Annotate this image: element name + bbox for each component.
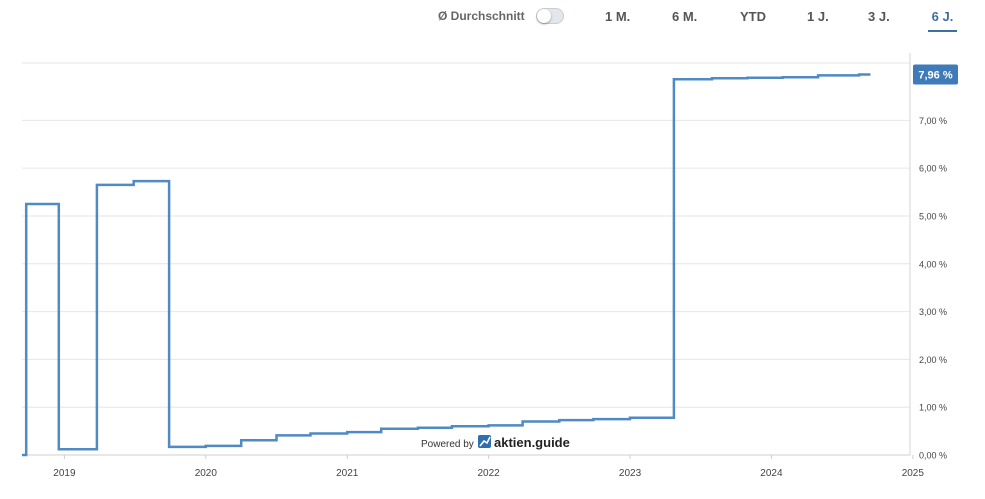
series-layer: [22, 73, 871, 457]
watermark-background: [414, 432, 572, 452]
x-tick-label: 2023: [619, 468, 642, 479]
aktien-guide-logo-icon: [478, 435, 491, 448]
y-tick-label: 7,00 %: [919, 116, 947, 126]
x-tick-label: 2022: [477, 468, 500, 479]
range-tab-1y[interactable]: 1 J.: [807, 9, 829, 24]
x-axis: 2019 2020 2021 2022 2023 2024 2025: [53, 455, 924, 479]
range-tab-1m[interactable]: 1 M.: [605, 9, 631, 24]
x-tick-label: 2021: [336, 468, 359, 479]
badge-value: 7,96 %: [918, 69, 952, 81]
y-tick-label: 2,00 %: [919, 355, 947, 365]
toggle-knob: [537, 9, 551, 23]
y-tick-label: 5,00 %: [919, 211, 947, 221]
y-tick-label: 1,00 %: [919, 403, 947, 413]
series-line: [22, 73, 871, 457]
range-tab-3y[interactable]: 3 J.: [868, 9, 890, 24]
badge-box: [913, 64, 958, 85]
x-tick-label: 2019: [53, 468, 76, 479]
x-tick-label: 2025: [902, 468, 925, 479]
y-tick-label: 3,00 %: [919, 307, 947, 317]
last-value-badge: 7,96 %: [913, 64, 958, 85]
grid-lines: [22, 53, 911, 456]
average-label: Ø Durchschnitt: [438, 9, 525, 23]
powered-by-watermark: Powered by aktien.guide: [414, 432, 572, 452]
average-toggle[interactable]: [536, 8, 564, 24]
x-tick-label: 2024: [760, 468, 783, 479]
range-tab-ytd[interactable]: YTD: [740, 9, 766, 24]
powered-by-text: Powered by: [421, 439, 474, 450]
range-tab-6y[interactable]: 6 J.: [928, 9, 957, 32]
brand-text: aktien.guide: [494, 435, 570, 450]
y-tick-label: 4,00 %: [919, 259, 947, 269]
x-tick-label: 2020: [195, 468, 218, 479]
y-axis: 0,00 % 1,00 % 2,00 % 3,00 % 4,00 % 5,00 % 6,00…: [919, 116, 947, 461]
range-tab-6m[interactable]: 6 M.: [672, 9, 698, 24]
chart-toolbar: Ø Durchschnitt 1 M. 6 M. YTD 1 J. 3 J. 6…: [0, 0, 985, 36]
y-tick-label: 6,00 %: [919, 164, 947, 174]
y-tick-label: 0,00 %: [919, 451, 947, 461]
